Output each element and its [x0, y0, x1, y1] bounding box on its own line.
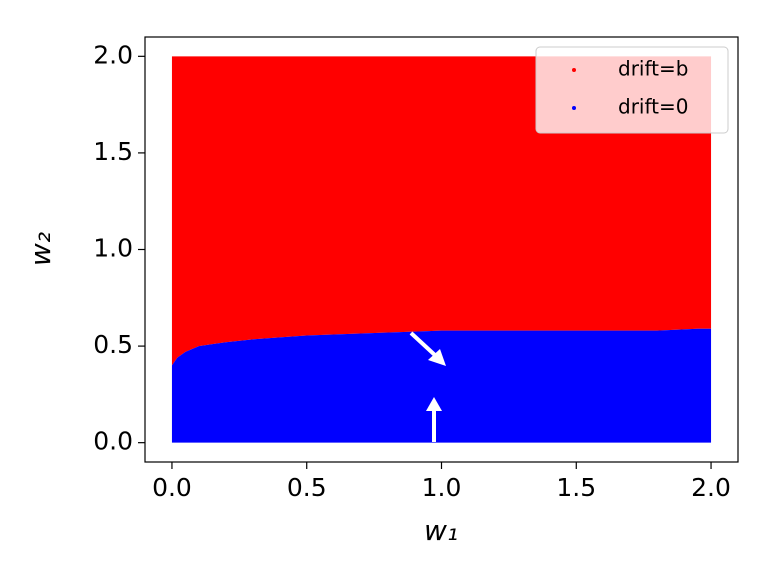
- x-tick-label: 0.5: [287, 473, 327, 502]
- region-0: [171, 56, 712, 366]
- legend-box: [535, 46, 729, 134]
- y-tick-label: 0.0: [93, 427, 133, 456]
- x-tick-label: 0.0: [152, 473, 192, 502]
- arrow-head: [428, 349, 446, 366]
- legend-marker: [572, 68, 576, 72]
- legend: drift=b drift=0: [535, 46, 729, 134]
- x-tick-label: 1.5: [556, 473, 596, 502]
- x-axis-label: w₁: [424, 514, 458, 547]
- arrow: [409, 331, 439, 359]
- legend-label: drift=0: [618, 95, 689, 119]
- x-tick-label: 1.0: [422, 473, 462, 502]
- x-tick-label: 2.0: [691, 473, 731, 502]
- annotation-arrows: [409, 331, 446, 442]
- plot-area: [171, 56, 712, 443]
- y-axis-label: w₂: [24, 232, 57, 266]
- y-tick-label: 1.5: [93, 137, 133, 166]
- legend-marker: [572, 106, 576, 110]
- y-tick-label: 2.0: [93, 40, 133, 69]
- y-tick-label: 0.5: [93, 330, 133, 359]
- arrow-head: [426, 397, 442, 411]
- y-tick-label: 1.0: [93, 234, 133, 263]
- region-1: [171, 328, 712, 443]
- legend-label: drift=b: [618, 57, 688, 81]
